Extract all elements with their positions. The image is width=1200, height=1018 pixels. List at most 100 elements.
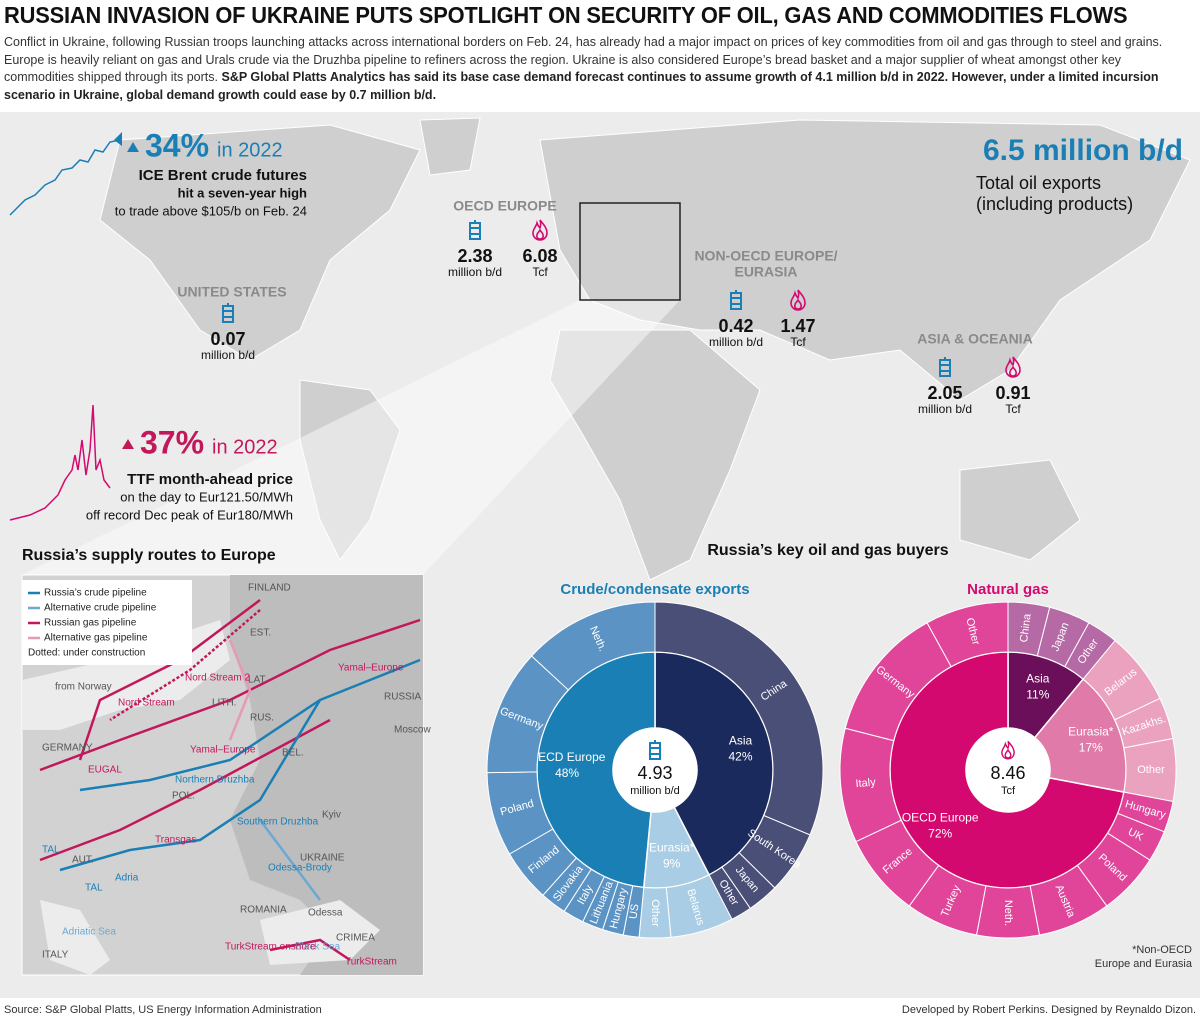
inset-label: CRIMEA <box>336 933 375 944</box>
gas-unit: Tcf <box>790 335 806 349</box>
group-value: 17% <box>1079 740 1103 754</box>
oil-unit: million b/d <box>201 348 255 362</box>
gas-unit: Tcf <box>532 265 548 279</box>
zoom-wedge <box>22 300 680 575</box>
inset-label: LAT. <box>248 675 267 686</box>
callout-change: 34% <box>145 127 209 163</box>
oil-unit: million b/d <box>918 402 972 416</box>
callout-line: ICE Brent crude futures <box>139 167 307 184</box>
center-total: 8.46 <box>990 763 1025 783</box>
segment-label: Other <box>649 899 661 927</box>
intro: Conflict in Ukraine, following Russian t… <box>4 34 1194 104</box>
group-name: Eurasia* <box>1068 724 1114 738</box>
inset-label: ROMANIA <box>240 905 287 916</box>
group-value: 72% <box>928 826 952 840</box>
group-name: Eurasia* <box>649 841 695 855</box>
inset-label: Black Sea <box>295 942 340 953</box>
callout-change: 37% <box>140 424 204 460</box>
inset-label: Transgas <box>155 835 196 846</box>
gas-value: 1.47 <box>780 316 815 336</box>
footer-bg <box>0 998 1200 1018</box>
inset-label: Nord Stream <box>118 698 175 709</box>
inset-label: EUGAL <box>88 765 122 776</box>
up-arrow <box>122 439 134 449</box>
gas-unit: Tcf <box>1005 402 1021 416</box>
inset-label: from Norway <box>55 682 112 693</box>
region-name: OECD EUROPE <box>453 198 556 214</box>
group-name: Asia <box>1026 671 1050 685</box>
inset-label: Nord Stream 2 <box>185 673 250 684</box>
inset-label: FINLAND <box>248 583 291 594</box>
callout-line: TTF month-ahead price <box>127 471 293 488</box>
pipelines <box>39 599 421 962</box>
inset-title: Russia’s supply routes to Europe <box>22 547 276 564</box>
oil-value: 0.42 <box>718 316 753 336</box>
credits: Developed by Robert Perkins. Designed by… <box>902 1004 1196 1016</box>
inset-label: TurkStream <box>345 957 397 968</box>
intro-bold: S&P Global Platts Analytics has said its… <box>4 70 1159 102</box>
group-name: OECD Europe <box>902 810 979 824</box>
inset-label: TurkStream onshore <box>225 942 316 953</box>
brent-sparkline <box>9 139 121 216</box>
callout-line: hit a seven-year high <box>178 185 307 200</box>
region-name: EURASIA <box>734 264 797 280</box>
center-unit: million b/d <box>630 785 680 797</box>
inset-label: GERMANY <box>42 743 93 754</box>
group-value: 11% <box>1026 687 1049 701</box>
group-name: Asia <box>729 733 753 747</box>
ttf-sparkline <box>9 404 111 521</box>
inset-label: Odessa <box>308 908 343 919</box>
outer-segment <box>530 601 656 691</box>
buyers-title: Russia’s key oil and gas buyers <box>707 542 948 559</box>
callout-line: off record Dec peak of Eur180/MWh <box>86 507 293 522</box>
inset-label: TAL <box>85 883 103 894</box>
inset-label: BEL. <box>282 748 304 759</box>
segment-label: Other <box>1137 764 1165 776</box>
segment-label: US <box>628 903 642 920</box>
center-unit: Tcf <box>1001 785 1016 797</box>
group-value: 9% <box>663 857 681 871</box>
region-name: ASIA & OCEANIA <box>917 331 1032 347</box>
chart-title: Crude/condensate exports <box>560 581 749 598</box>
oil-value: 2.38 <box>457 246 492 266</box>
legend-label: Alternative gas pipeline <box>44 633 148 644</box>
center-total: 4.93 <box>637 763 672 783</box>
chart-title: Natural gas <box>967 581 1049 598</box>
group-value: 48% <box>555 766 579 780</box>
oil-value: 2.05 <box>927 383 962 403</box>
arrow <box>114 132 122 146</box>
world-map <box>99 117 1191 581</box>
callout-period: in 2022 <box>212 436 278 458</box>
inset-label: Northern Druzhba <box>175 775 255 786</box>
region-name: NON-OECD EUROPE/ <box>694 248 837 264</box>
inset-label: Moscow <box>394 725 431 736</box>
inset-label: Yamal–Europe <box>190 745 256 756</box>
inset-label: UKRAINE <box>300 853 345 864</box>
segment-label: Italy <box>855 776 877 790</box>
footnote: *Non-OECD <box>1132 944 1192 956</box>
center <box>613 728 697 812</box>
zoom-box <box>579 202 681 301</box>
callout-line: on the day to Eur121.50/MWh <box>120 489 293 504</box>
inset-label: LITH. <box>212 698 236 709</box>
inset-label: Southern Druzhba <box>237 817 319 828</box>
inset-label: RUS. <box>250 713 274 724</box>
region-name: UNITED STATES <box>177 284 286 300</box>
oil-value: 0.07 <box>210 329 245 349</box>
oil-unit: million b/d <box>709 335 763 349</box>
gas-value: 6.08 <box>522 246 557 266</box>
outer-segment <box>654 601 824 836</box>
center <box>966 728 1050 812</box>
group-name: OECD Europe <box>529 750 606 764</box>
intro-text: Conflict in Ukraine, following Russian t… <box>4 35 1163 84</box>
legend-label: Alternative crude pipeline <box>44 603 157 614</box>
legend-label: Russia’s crude pipeline <box>44 588 147 599</box>
callout-line: to trade above $105/b on Feb. 24 <box>115 203 307 218</box>
exports-line: Total oil exports <box>976 173 1101 193</box>
inset-label: Adriatic Sea <box>62 927 116 938</box>
segment-label: China <box>1018 612 1034 643</box>
up-arrow <box>127 142 139 152</box>
inset-label: Kyiv <box>322 810 341 821</box>
